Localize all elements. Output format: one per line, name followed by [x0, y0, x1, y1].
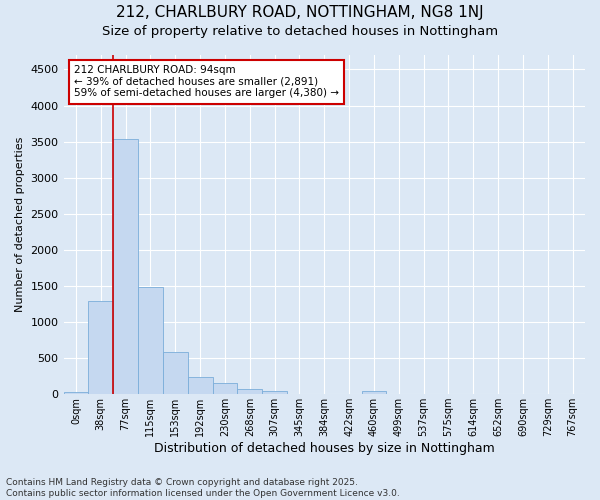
Bar [113, 138, 138, 394]
Y-axis label: Number of detached properties: Number of detached properties [15, 137, 25, 312]
Text: Contains HM Land Registry data © Crown copyright and database right 2025.
Contai: Contains HM Land Registry data © Crown c… [6, 478, 400, 498]
Bar [163, 352, 188, 394]
Bar [212, 383, 238, 394]
Text: 212 CHARLBURY ROAD: 94sqm
← 39% of detached houses are smaller (2,891)
59% of se: 212 CHARLBURY ROAD: 94sqm ← 39% of detac… [74, 65, 339, 98]
Bar [88, 301, 113, 394]
Bar [362, 392, 386, 394]
Bar [64, 392, 88, 394]
Bar [238, 389, 262, 394]
Bar [138, 286, 163, 394]
Text: 212, CHARLBURY ROAD, NOTTINGHAM, NG8 1NJ: 212, CHARLBURY ROAD, NOTTINGHAM, NG8 1NJ [116, 5, 484, 20]
Text: Size of property relative to detached houses in Nottingham: Size of property relative to detached ho… [102, 25, 498, 38]
Bar [262, 391, 287, 394]
X-axis label: Distribution of detached houses by size in Nottingham: Distribution of detached houses by size … [154, 442, 494, 455]
Bar [188, 377, 212, 394]
